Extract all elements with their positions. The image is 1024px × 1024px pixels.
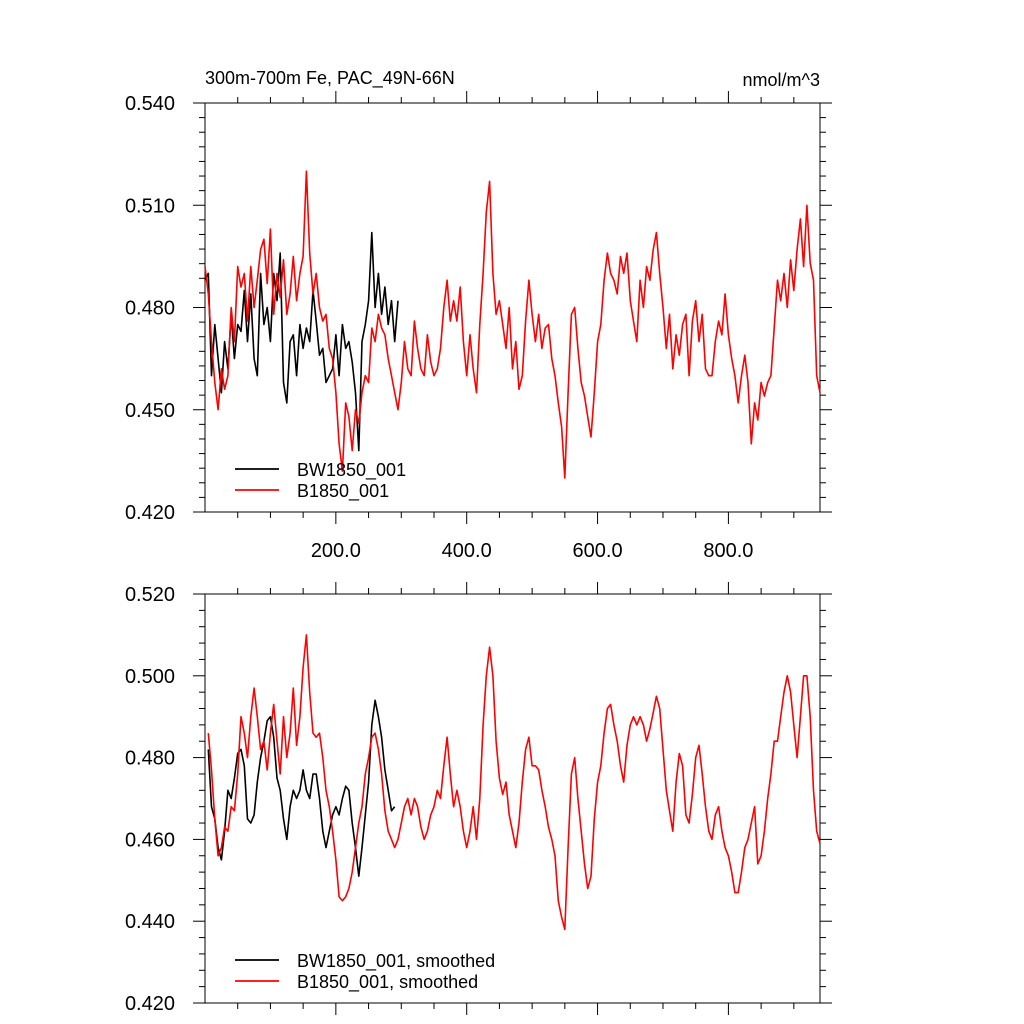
series-line — [207, 634, 821, 931]
chart-units: nmol/m^3 — [743, 70, 820, 90]
y-tick-label: 0.480 — [125, 298, 175, 320]
bottom-panel-chart: 0.420 0.440 0.460 0.480 0.500 0.520 BW1850_001… — [125, 582, 832, 1015]
y-tick-label: 0.460 — [125, 829, 175, 851]
y-tick-label: 0.440 — [125, 911, 175, 933]
y-tick-label: 0.480 — [125, 748, 175, 770]
y-tick-label: 0.450 — [125, 400, 175, 422]
y-tick-label: 0.510 — [125, 195, 175, 217]
series-line — [204, 231, 399, 452]
plot-frame — [204, 593, 821, 1004]
series-line — [204, 170, 821, 479]
y-tick-label: 0.500 — [125, 666, 175, 688]
y-tick-label: 0.540 — [125, 93, 175, 115]
y-tick-label: 0.420 — [125, 993, 175, 1015]
legend-label: B1850_001 — [297, 481, 389, 502]
legend-label: B1850_001, smoothed — [297, 972, 478, 993]
y-tick-label: 0.420 — [125, 502, 175, 524]
x-tick-label: 600.0 — [573, 540, 623, 562]
x-tick-label: 400.0 — [442, 540, 492, 562]
legend-label: BW1850_001, smoothed — [297, 951, 495, 972]
x-tick-label: 200.0 — [311, 540, 361, 562]
legend-label: BW1850_001 — [297, 460, 406, 481]
x-tick-label: 800.0 — [703, 540, 753, 562]
chart-title: 300m-700m Fe, PAC_49N-66N — [205, 68, 455, 89]
plot-frame — [204, 102, 821, 513]
top-panel-chart: 300m-700m Fe, PAC_49N-66N nmol/m^3 0.420… — [125, 68, 832, 562]
y-tick-label: 0.520 — [125, 584, 175, 606]
